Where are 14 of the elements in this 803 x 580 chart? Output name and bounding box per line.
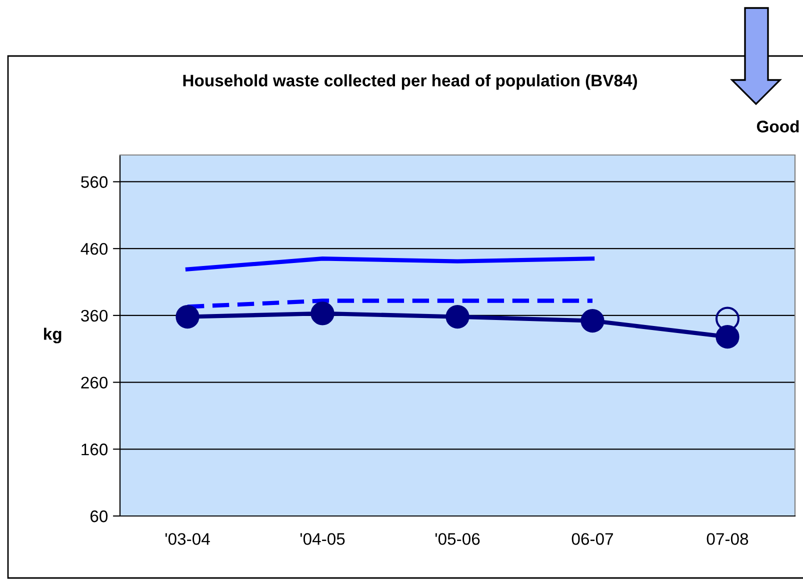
y-tick-label: 60 xyxy=(90,510,108,522)
text: Good xyxy=(756,120,799,132)
y-tick-label: 260 xyxy=(81,376,108,388)
y-tick-label: 160 xyxy=(82,444,108,456)
chart-title: Household waste collected per head of population (BV84) xyxy=(183,74,637,90)
x-tick-label: '04-05 xyxy=(300,533,345,545)
x-tick-label: 06-07 xyxy=(572,533,613,545)
y-tick-label: 460 xyxy=(80,242,108,255)
y-tick-label: 360 xyxy=(81,310,108,322)
y-tick-label: 560 xyxy=(81,176,108,188)
x-tick-label: '05-06 xyxy=(435,533,480,545)
x-tick-label: '03-04 xyxy=(165,533,210,545)
x-tick-label: 07-08 xyxy=(706,533,748,545)
y-axis-title: kg xyxy=(44,328,62,344)
